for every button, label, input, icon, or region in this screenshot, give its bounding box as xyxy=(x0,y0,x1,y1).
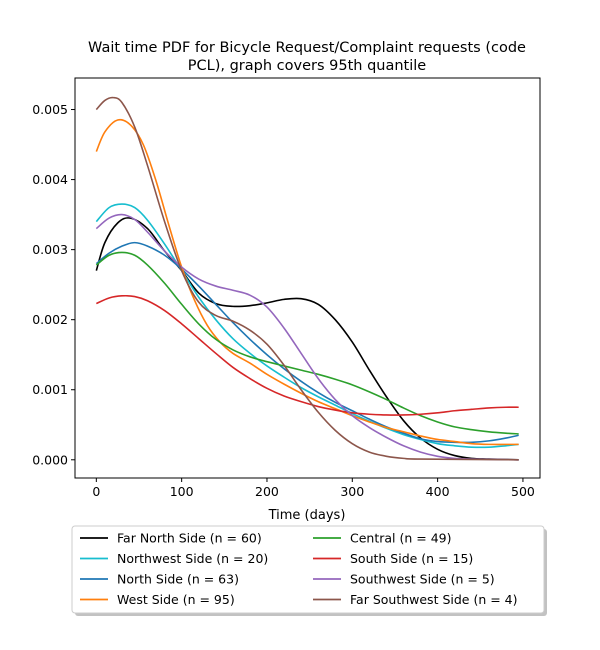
series-line-0 xyxy=(95,217,519,461)
x-axis: 0 100 200 300 400 500 xyxy=(92,478,535,499)
chart-title-line-2: PCL), graph covers 95th quantile xyxy=(188,58,426,74)
y-tick-label-3: 0.003 xyxy=(32,242,68,257)
legend-item-6: Southwest Side (n = 5) xyxy=(313,572,495,587)
legend-label-6: Southwest Side (n = 5) xyxy=(350,572,495,587)
y-tick-label-4: 0.004 xyxy=(32,172,68,187)
legend-label-2: North Side (n = 63) xyxy=(117,572,239,587)
y-tick-label-0: 0.000 xyxy=(32,452,68,467)
series-line-5 xyxy=(96,294,519,416)
x-tick-label-5: 500 xyxy=(511,484,535,499)
chart-title-line-1: Wait time PDF for Bicycle Request/Compla… xyxy=(88,40,526,56)
y-tick-label-2: 0.002 xyxy=(32,312,68,327)
plot-frame xyxy=(74,77,541,479)
x-tick-label-4: 400 xyxy=(426,484,450,499)
legend-label-4: Central (n = 49) xyxy=(350,531,452,546)
series-line-7 xyxy=(95,96,519,461)
legend-label-3: West Side (n = 95) xyxy=(117,592,235,607)
legend-label-5: South Side (n = 15) xyxy=(350,551,473,566)
series-layer xyxy=(95,96,519,461)
y-tick-label-1: 0.001 xyxy=(32,382,68,397)
legend-label-1: Northwest Side (n = 20) xyxy=(117,551,268,566)
legend-item-0: Far North Side (n = 60) xyxy=(80,531,262,546)
y-axis: 0.000 0.001 0.002 0.003 0.004 0.005 xyxy=(32,102,75,467)
legend-entries: Far North Side (n = 60) Northwest Side (n… xyxy=(80,531,518,607)
legend-item-4: Central (n = 49) xyxy=(313,531,452,546)
legend-label-0: Far North Side (n = 60) xyxy=(117,531,262,546)
legend: Far North Side (n = 60) Northwest Side (n… xyxy=(71,525,547,616)
x-tick-label-0: 0 xyxy=(92,484,100,499)
x-tick-label-1: 100 xyxy=(170,484,194,499)
x-axis-label: Time (days) xyxy=(268,508,346,523)
legend-item-3: West Side (n = 95) xyxy=(80,592,235,607)
legend-item-7: Far Southwest Side (n = 4) xyxy=(313,592,518,607)
series-line-2 xyxy=(95,241,519,444)
legend-item-2: North Side (n = 63) xyxy=(80,572,239,587)
legend-item-5: South Side (n = 15) xyxy=(313,551,473,566)
x-tick-label-3: 300 xyxy=(340,484,364,499)
series-line-6 xyxy=(95,213,519,461)
series-line-3 xyxy=(95,118,519,446)
y-tick-label-5: 0.005 xyxy=(32,102,68,117)
chart-title: Wait time PDF for Bicycle Request/Compla… xyxy=(88,40,526,74)
legend-box xyxy=(71,525,545,614)
x-tick-label-2: 200 xyxy=(255,484,279,499)
series-line-4 xyxy=(95,251,519,435)
legend-label-7: Far Southwest Side (n = 4) xyxy=(350,592,518,607)
legend-item-1: Northwest Side (n = 20) xyxy=(80,551,268,566)
series-line-1 xyxy=(95,203,519,449)
